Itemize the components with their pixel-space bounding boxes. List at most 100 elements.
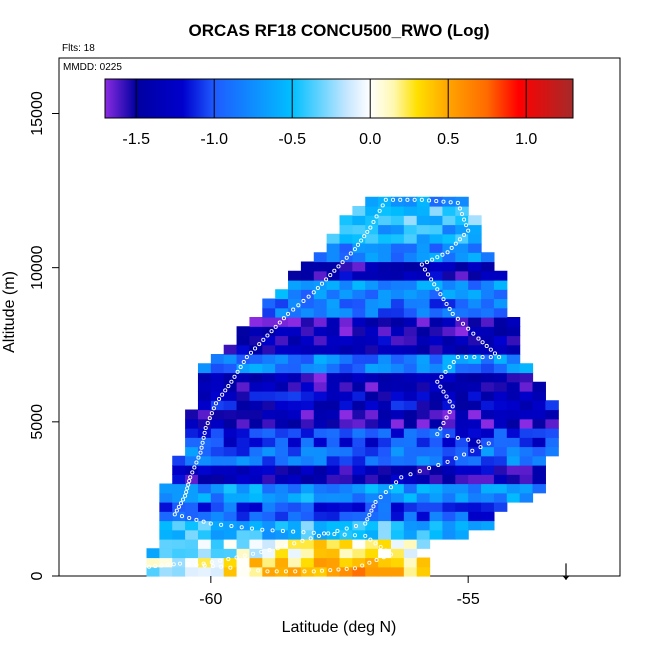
flight-track-point	[359, 238, 364, 243]
heatmap-cell	[249, 363, 263, 374]
heatmap-cell	[262, 418, 276, 429]
heatmap-cell	[455, 363, 469, 374]
heatmap-cell	[275, 344, 289, 355]
heatmap-cell	[288, 446, 302, 457]
flight-track-point	[432, 282, 437, 287]
flight-track-point	[292, 541, 297, 546]
heatmap-cell	[390, 252, 405, 263]
heatmap-cell	[416, 261, 431, 272]
heatmap-cell	[532, 483, 546, 494]
heatmap-cell	[159, 483, 173, 494]
heatmap-cell	[378, 344, 392, 355]
flight-track-point	[438, 292, 443, 297]
heatmap-cell	[197, 465, 212, 475]
heatmap-cell	[429, 529, 444, 540]
flight-track-point	[306, 294, 311, 299]
heatmap-cell	[172, 465, 186, 475]
flight-track-point	[435, 432, 440, 437]
heatmap-cell	[313, 335, 328, 346]
heatmap-cell	[223, 557, 238, 568]
heatmap-cell	[339, 224, 353, 235]
heatmap-cell	[223, 455, 238, 466]
heatmap-cell	[236, 437, 251, 448]
heatmap-cell	[262, 446, 276, 457]
heatmap-cell	[416, 280, 431, 290]
heatmap-cell	[365, 298, 379, 309]
heatmap-cell	[442, 243, 456, 253]
heatmap-cell	[481, 391, 495, 401]
heatmap-cell	[339, 289, 353, 300]
heatmap-cell	[313, 391, 328, 401]
heatmap-cell	[275, 372, 289, 383]
flight-track-point	[344, 255, 349, 260]
heatmap-cell	[313, 298, 328, 309]
heatmap-cell	[442, 391, 456, 401]
flight-track-point	[355, 242, 361, 247]
heatmap-cell	[403, 363, 418, 374]
flight-track-point	[199, 445, 204, 450]
heatmap-cell	[365, 335, 379, 346]
heatmap-cell	[172, 492, 186, 503]
heatmap-cell	[455, 206, 469, 216]
heatmap-cell	[326, 391, 341, 401]
heatmap-cell	[519, 363, 534, 374]
heatmap-cell	[326, 511, 341, 522]
heatmap-cell	[519, 409, 534, 420]
heatmap-cell	[210, 529, 225, 540]
heatmap-cell	[352, 261, 366, 272]
flight-track-point	[381, 555, 386, 560]
heatmap-cell	[339, 280, 353, 290]
flight-track-point	[260, 527, 265, 532]
heatmap-cell	[519, 465, 534, 475]
y-tick-label: 0	[29, 571, 46, 580]
heatmap-cell	[481, 520, 495, 531]
heatmap-cell	[390, 455, 405, 466]
heatmap-cell	[313, 261, 328, 272]
heatmap-cell	[236, 418, 251, 429]
heatmap-cell	[416, 206, 431, 216]
heatmap-cell	[378, 520, 392, 531]
flight-track-point	[383, 548, 388, 553]
heatmap-cell	[275, 520, 289, 531]
flight-track-point	[340, 260, 345, 265]
heatmap-cell	[429, 252, 444, 263]
flight-track-point	[147, 564, 152, 569]
heatmap-cell	[493, 409, 508, 420]
heatmap-cell	[352, 326, 366, 337]
heatmap-cell	[378, 483, 392, 494]
heatmap-cell	[313, 548, 328, 559]
heatmap-cell	[455, 289, 469, 300]
heatmap-cell	[493, 280, 508, 290]
heatmap-cell	[210, 381, 225, 392]
heatmap-cell	[403, 474, 418, 485]
heatmap-cell	[429, 270, 444, 281]
heatmap-cell	[275, 455, 289, 466]
heatmap-cell	[416, 529, 431, 540]
flight-track-point	[332, 268, 337, 273]
heatmap-cell	[532, 381, 546, 392]
flight-track-point	[220, 392, 225, 397]
heatmap-cell	[468, 483, 482, 494]
heatmap-cell	[545, 418, 559, 429]
heatmap-cell	[442, 492, 456, 503]
heatmap-cell	[288, 400, 302, 411]
heatmap-cell	[468, 344, 482, 355]
heatmap-cell	[275, 381, 289, 392]
heatmap-cell	[506, 437, 521, 448]
heatmap-cell	[390, 557, 405, 568]
flight-track-point	[265, 333, 270, 338]
heatmap-cell	[339, 391, 353, 401]
heatmap-cell	[339, 465, 353, 475]
heatmap-cell	[288, 363, 302, 374]
heatmap-cell	[403, 520, 418, 531]
heatmap-cell	[313, 428, 328, 438]
heatmap-cell	[339, 307, 353, 318]
heatmap-cell	[468, 474, 482, 485]
heatmap-cell	[236, 529, 251, 540]
heatmap-cell	[532, 437, 546, 448]
heatmap-cell	[429, 483, 444, 494]
heatmap-cell	[468, 363, 482, 374]
flight-track-point	[461, 217, 467, 222]
heatmap-cell	[416, 400, 431, 411]
heatmap-cell	[429, 520, 444, 531]
